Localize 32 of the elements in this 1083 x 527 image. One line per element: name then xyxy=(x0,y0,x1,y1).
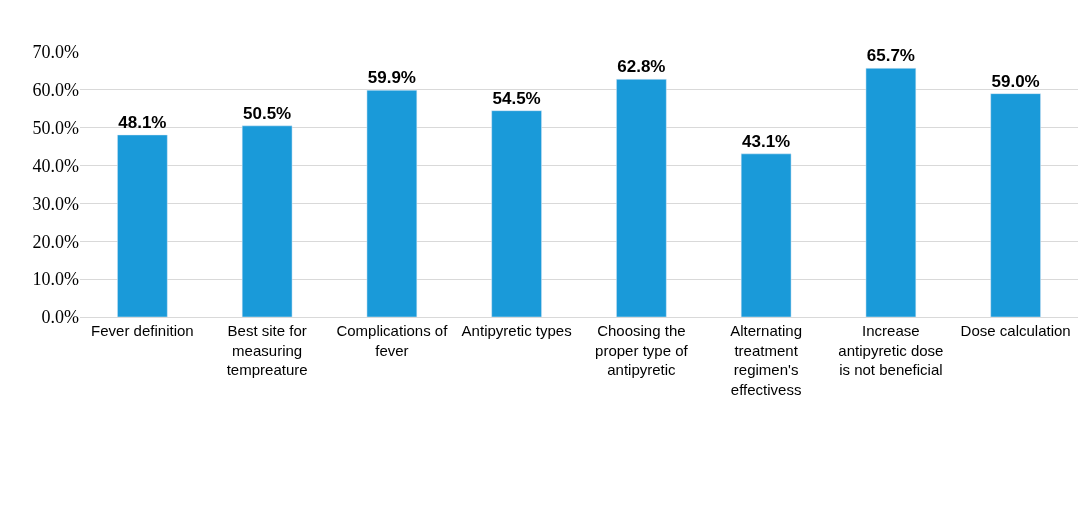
y-tick-label: 40.0% xyxy=(32,155,79,176)
y-tick-label: 60.0% xyxy=(32,80,79,101)
data-label: 59.0% xyxy=(991,71,1040,91)
data-label: 50.5% xyxy=(243,103,292,123)
x-tick-label: Dose calculation xyxy=(960,322,1071,339)
y-tick-label: 0.0% xyxy=(41,307,79,328)
x-tick-label: Complications of fever xyxy=(336,322,449,359)
y-tick-label: 70.0% xyxy=(32,42,79,63)
x-tick-label: Increase antipyretic dose is not beneficial xyxy=(838,322,944,378)
y-tick-label: 30.0% xyxy=(32,193,79,214)
bar xyxy=(990,93,1041,317)
y-tick-label: 50.0% xyxy=(32,118,79,139)
data-label: 48.1% xyxy=(118,112,167,132)
bar xyxy=(366,89,418,317)
data-label: 54.5% xyxy=(492,88,541,108)
bar xyxy=(117,134,168,317)
bar xyxy=(616,79,667,317)
bar xyxy=(491,110,542,317)
bar xyxy=(740,153,792,317)
data-label: 62.8% xyxy=(617,57,666,77)
data-label: 59.9% xyxy=(367,68,416,88)
y-tick-label: 20.0% xyxy=(32,231,79,252)
x-tick-label: Antipyretic types xyxy=(461,322,572,339)
bar xyxy=(241,125,293,317)
x-tick-label: Choosing the proper type of antipyretic xyxy=(595,322,689,378)
data-label: 43.1% xyxy=(742,131,791,151)
x-tick-label: Fever definition xyxy=(91,322,194,339)
x-tick-label: Best site for measuring tempreature xyxy=(226,322,308,378)
bar xyxy=(865,68,917,317)
data-label: 65.7% xyxy=(866,46,915,66)
y-tick-label: 10.0% xyxy=(32,269,79,290)
x-tick-label: Alternating treatment regimen's effectivess xyxy=(730,322,802,398)
